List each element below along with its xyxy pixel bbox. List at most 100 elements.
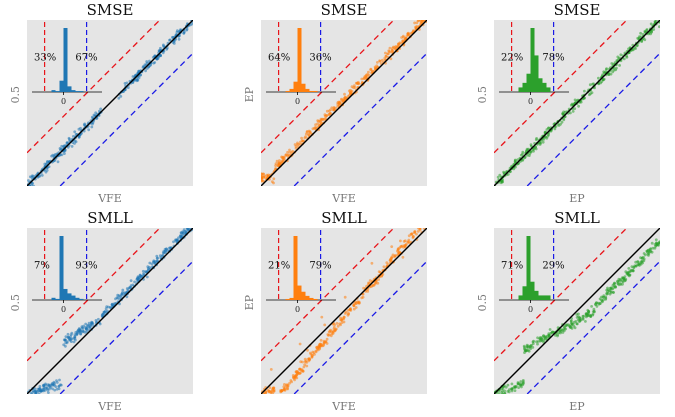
histogram-bar xyxy=(546,87,551,92)
data-point xyxy=(388,46,392,50)
data-point xyxy=(278,159,281,162)
data-point xyxy=(331,332,335,335)
panel-6: 0 71% 29% SMLL EP 0.5 xyxy=(476,209,660,413)
data-point xyxy=(262,175,266,179)
data-point xyxy=(403,245,407,249)
data-point xyxy=(606,290,609,294)
data-point xyxy=(53,388,57,392)
panel-title: SMSE xyxy=(87,1,134,19)
data-point xyxy=(143,63,147,67)
data-point xyxy=(83,122,87,126)
data-point xyxy=(416,225,419,228)
data-point xyxy=(391,49,394,52)
identity-line xyxy=(494,20,660,186)
data-point xyxy=(378,59,381,63)
right-percent: 93% xyxy=(75,261,97,272)
data-point xyxy=(185,27,189,31)
data-point xyxy=(378,271,382,274)
data-point xyxy=(66,332,70,336)
data-point xyxy=(609,72,613,76)
histogram-bar xyxy=(301,83,306,92)
data-point xyxy=(62,145,65,148)
histogram-bar xyxy=(534,55,539,92)
data-point xyxy=(415,232,418,236)
upper-bound-line xyxy=(27,228,161,362)
data-point xyxy=(562,325,566,328)
data-point xyxy=(553,333,557,337)
inset-zero-label: 0 xyxy=(295,97,300,106)
data-point xyxy=(26,187,29,190)
data-point xyxy=(499,181,503,185)
data-point xyxy=(342,316,346,319)
plot-content xyxy=(261,225,427,394)
data-point xyxy=(367,281,370,285)
data-point xyxy=(410,232,413,236)
data-point xyxy=(189,223,192,226)
data-point xyxy=(370,261,374,265)
data-point xyxy=(47,384,51,388)
upper-bound-line xyxy=(261,20,395,154)
data-point xyxy=(396,249,399,253)
data-point xyxy=(599,81,603,85)
data-point xyxy=(186,228,189,231)
data-point xyxy=(43,162,47,166)
histogram-bar xyxy=(71,295,76,300)
data-point xyxy=(654,241,658,245)
data-point xyxy=(639,31,642,35)
data-point xyxy=(424,15,427,18)
lower-bound-line xyxy=(526,260,660,394)
data-point xyxy=(637,263,640,266)
histogram-bar xyxy=(309,297,314,300)
panel-title: SMLL xyxy=(321,209,367,227)
data-point xyxy=(571,110,575,113)
data-point xyxy=(413,230,417,234)
data-point xyxy=(390,245,394,249)
data-point xyxy=(186,224,189,227)
data-point xyxy=(561,328,564,332)
data-point xyxy=(593,86,596,90)
data-point xyxy=(162,249,166,253)
data-point xyxy=(133,280,137,284)
identity-line xyxy=(261,228,427,394)
data-point xyxy=(91,122,94,126)
data-point xyxy=(27,394,30,397)
data-point xyxy=(572,324,576,328)
data-point xyxy=(65,340,69,343)
data-point xyxy=(64,335,68,338)
data-point xyxy=(349,91,352,95)
data-point xyxy=(175,238,179,242)
panel-5: 0 21% 79% SMLL VFE EP xyxy=(243,209,427,413)
plot-content xyxy=(494,228,660,394)
data-point xyxy=(308,130,312,134)
data-point xyxy=(68,137,71,141)
data-point xyxy=(99,107,103,111)
data-point xyxy=(352,86,355,90)
data-point xyxy=(168,38,172,42)
data-point xyxy=(609,290,613,294)
data-point xyxy=(587,310,590,313)
data-point xyxy=(105,305,109,308)
data-point xyxy=(294,146,298,150)
upper-bound-line xyxy=(494,20,628,154)
data-point xyxy=(417,228,420,230)
data-point xyxy=(425,17,428,20)
histogram-bar xyxy=(546,295,551,300)
identity-line xyxy=(27,228,193,394)
lower-bound-line xyxy=(526,52,660,186)
histogram-bar xyxy=(289,88,294,92)
data-point xyxy=(59,383,63,387)
data-point xyxy=(399,239,402,243)
data-point xyxy=(606,288,610,292)
panel-title: SMSE xyxy=(554,1,601,19)
data-point xyxy=(333,329,337,333)
data-point xyxy=(145,61,149,65)
data-point xyxy=(335,322,339,325)
data-point xyxy=(152,260,155,264)
left-percent: 7% xyxy=(34,261,50,272)
data-point xyxy=(263,393,265,394)
data-point xyxy=(268,386,272,389)
data-point xyxy=(290,380,293,384)
data-point xyxy=(394,45,398,48)
data-point xyxy=(367,70,370,74)
histogram-bar xyxy=(542,295,547,300)
